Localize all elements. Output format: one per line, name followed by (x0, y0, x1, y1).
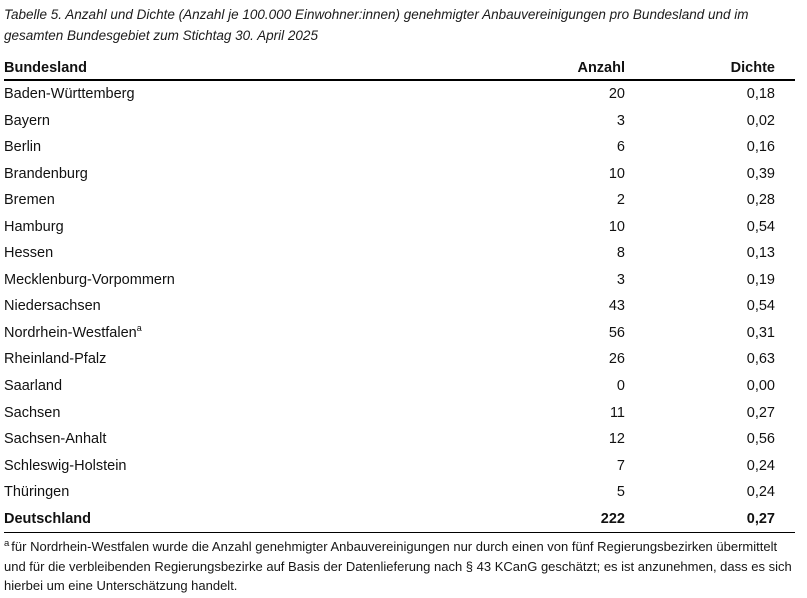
anzahl-value: 10 (608, 165, 625, 182)
dichte-value: 0,16 (746, 139, 775, 156)
bundesland-cell: Saarland (4, 373, 460, 400)
dichte-value: 0,56 (746, 431, 775, 448)
bundesland-cell: Schleswig-Holstein (4, 453, 460, 480)
bundesland-cell: Brandenburg (4, 161, 460, 188)
bundesland-cell: Sachsen (4, 400, 460, 427)
dichte-value: 0,19 (746, 271, 775, 288)
table-body: Baden-Württemberg 20 0,18 Bayern 3 0,02 … (4, 81, 795, 506)
bundesland-name: Nordrhein-Westfalen (4, 324, 137, 341)
bundesland-cell: Mecklenburg-Vorpommern (4, 267, 460, 294)
anzahl-value: 6 (616, 139, 625, 156)
dichte-value: 0,13 (746, 245, 775, 262)
dichte-value: 0,24 (746, 484, 775, 501)
footnote-text: für Nordrhein-Westfalen wurde die Anzahl… (4, 539, 792, 594)
table-row: Sachsen 11 0,27 (4, 400, 795, 427)
bundesland-name: Hessen (4, 245, 54, 262)
anzahl-value: 8 (616, 245, 625, 262)
dichte-value: 0,31 (746, 324, 775, 341)
table-row: Saarland 0 0,00 (4, 373, 795, 400)
dichte-value: 0,63 (746, 351, 775, 368)
bundesland-name: Rheinland-Pfalz (4, 351, 107, 368)
bundesland-name: Baden-Württemberg (4, 86, 135, 102)
table-row: Hessen 8 0,13 (4, 240, 795, 267)
table-row: Niedersachsen 43 0,54 (4, 293, 795, 320)
dichte-value: 0,39 (746, 165, 775, 182)
bundesland-cell: Niedersachsen (4, 293, 460, 320)
anzahl-value: 26 (608, 351, 625, 368)
table-row: Hamburg 10 0,54 (4, 214, 795, 241)
anzahl-value: 3 (616, 271, 625, 288)
bundesland-name: Schleswig-Holstein (4, 457, 127, 474)
anzahl-value: 2 (616, 192, 625, 209)
dichte-value: 0,28 (746, 192, 775, 209)
anzahl-value: 56 (608, 324, 625, 341)
footnote: a für Nordrhein-Westfalen wurde die Anzah… (4, 537, 799, 596)
bundesland-name: Bremen (4, 192, 55, 209)
dichte-value: 0,00 (746, 378, 775, 395)
bundesland-cell: Berlin (4, 134, 460, 161)
anzahl-value: 10 (608, 218, 625, 235)
anzahl-value: 11 (609, 404, 625, 421)
bundesland-cell: Thüringen (4, 479, 460, 506)
bundesland-name: Mecklenburg-Vorpommern (4, 271, 175, 288)
bundesland-cell: Sachsen-Anhalt (4, 426, 460, 453)
anzahl-value: 43 (608, 298, 625, 315)
footnote-marker-ref: a (136, 323, 142, 334)
bundesland-name: Niedersachsen (4, 298, 101, 315)
anzahl-value: 20 (608, 86, 625, 102)
anzahl-value: 3 (616, 112, 625, 129)
dichte-value: 0,54 (746, 298, 775, 315)
bundesland-cell: Baden-Württemberg (4, 81, 460, 108)
bundesland-name: Bayern (4, 112, 50, 129)
bundesland-name: Sachsen (4, 404, 61, 421)
dichte-value: 0,54 (746, 218, 775, 235)
table-total-row: Deutschland 222 0,27 (4, 506, 795, 533)
bundesland-cell: Bremen (4, 187, 460, 214)
table-row: Schleswig-Holstein 7 0,24 (4, 453, 795, 480)
table-row: Bremen 2 0,28 (4, 187, 795, 214)
bundesland-cell: Rheinland-Pfalz (4, 346, 460, 373)
column-header-anzahl: Anzahl (577, 60, 625, 76)
bundesland-cell: Nordrhein-Westfalena (4, 320, 460, 347)
anzahl-value: 12 (608, 431, 625, 448)
dichte-value: 0,24 (746, 457, 775, 474)
anzahl-value: 7 (616, 457, 625, 474)
table-row: Bayern 3 0,02 (4, 108, 795, 135)
bundesland-name: Sachsen-Anhalt (4, 431, 107, 448)
table-row: Brandenburg 10 0,39 (4, 161, 795, 188)
anzahl-value: 5 (616, 484, 625, 501)
anzahl-value: 0 (616, 378, 625, 395)
column-header-bundesland: Bundesland (4, 60, 87, 76)
column-header-dichte: Dichte (730, 60, 775, 76)
bundesland-name: Brandenburg (4, 165, 88, 182)
table-row: Baden-Württemberg 20 0,18 (4, 81, 795, 108)
table-row: Sachsen-Anhalt 12 0,56 (4, 426, 795, 453)
bundesland-cell: Hessen (4, 240, 460, 267)
table-row: Nordrhein-Westfalena 56 0,31 (4, 320, 795, 347)
bundesland-name: Saarland (4, 378, 63, 395)
data-table: Bundesland Anzahl Dichte Baden-Württembe… (4, 57, 795, 534)
total-row-label: Deutschland (4, 510, 92, 527)
total-anzahl-value: 222 (600, 510, 625, 527)
table-header-row: Bundesland Anzahl Dichte (4, 57, 795, 81)
table-row: Thüringen 5 0,24 (4, 479, 795, 506)
table-row: Berlin 6 0,16 (4, 134, 795, 161)
bundesland-cell: Hamburg (4, 214, 460, 241)
bundesland-name: Hamburg (4, 218, 64, 235)
dichte-value: 0,27 (746, 404, 775, 421)
table-caption: Tabelle 5. Anzahl und Dichte (Anzahl je … (4, 7, 749, 43)
bundesland-cell: Bayern (4, 108, 460, 135)
table-row: Rheinland-Pfalz 26 0,63 (4, 346, 795, 373)
dichte-value: 0,18 (746, 86, 775, 102)
footnote-marker: a (4, 537, 10, 549)
table-row: Mecklenburg-Vorpommern 3 0,19 (4, 267, 795, 294)
total-dichte-value: 0,27 (746, 510, 775, 527)
bundesland-name: Thüringen (4, 484, 70, 501)
bundesland-name: Berlin (4, 139, 42, 156)
dichte-value: 0,02 (746, 112, 775, 129)
